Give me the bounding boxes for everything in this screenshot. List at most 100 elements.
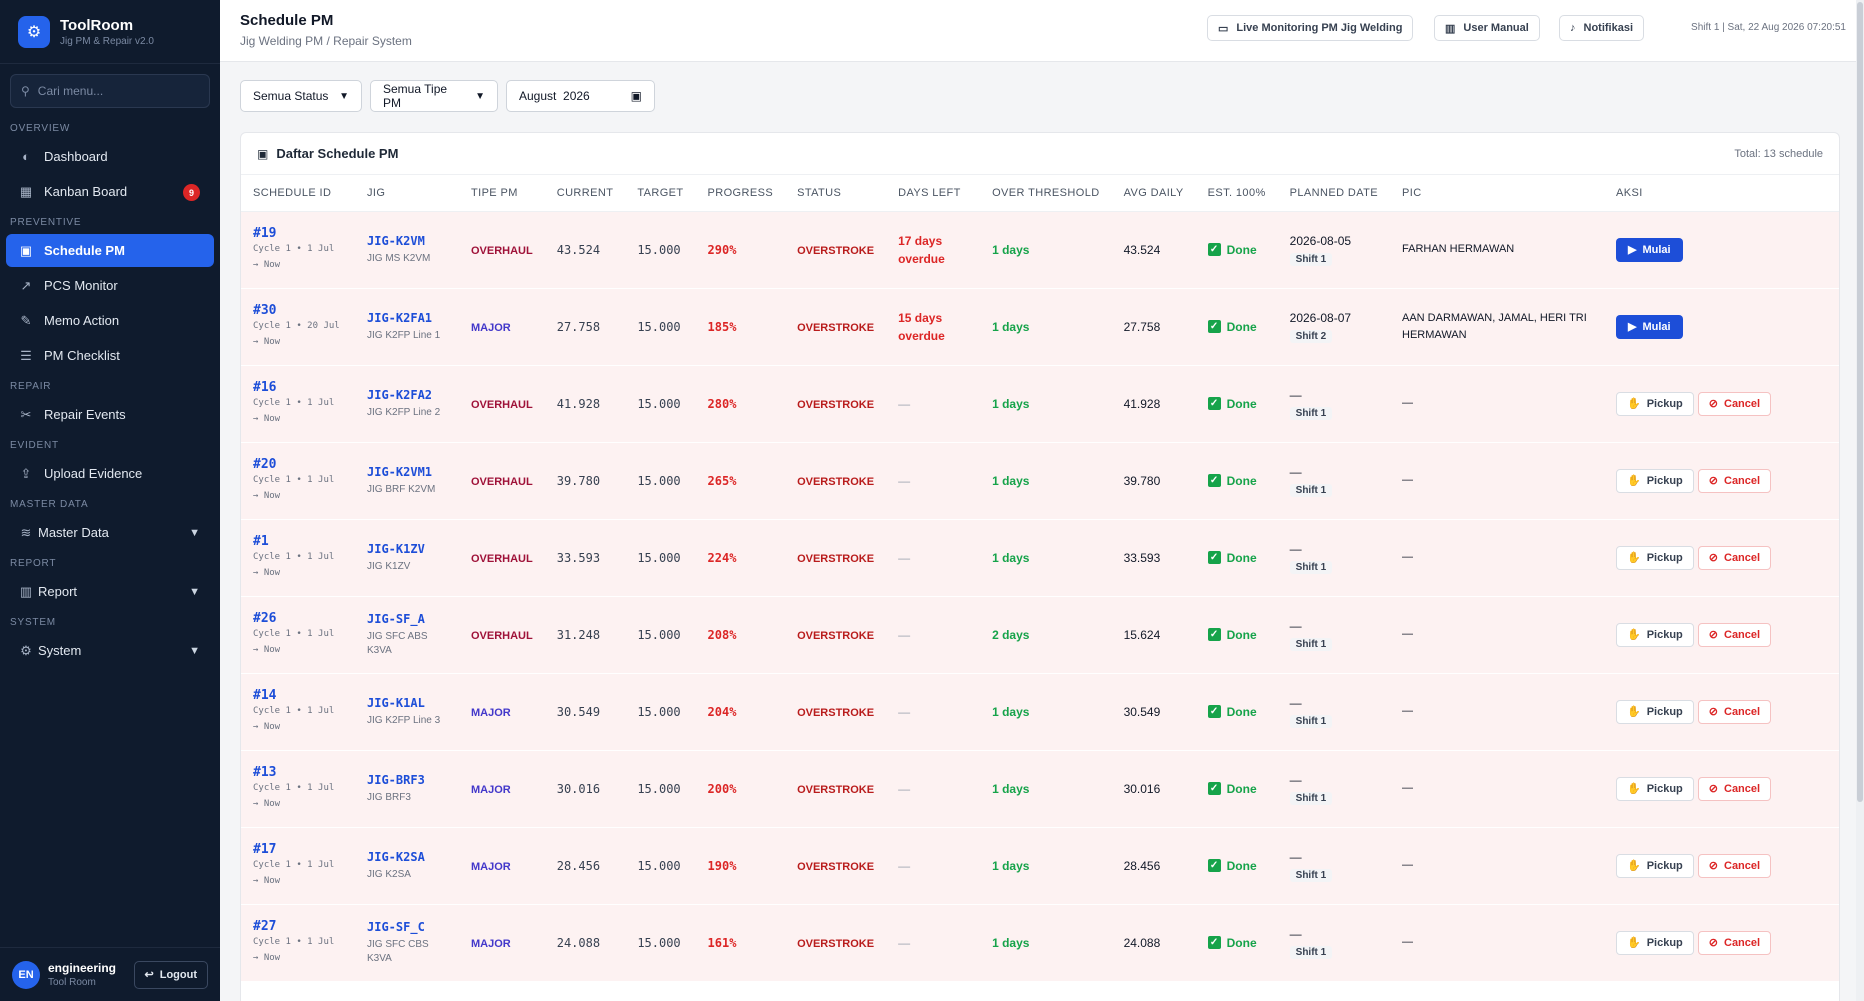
est-done-label: Done [1226, 704, 1257, 719]
pickup-button[interactable]: ✋ Pickup [1616, 776, 1694, 801]
sidebar-item-label: PM Checklist [44, 348, 120, 363]
cancel-button[interactable]: ⊘ Cancel [1697, 391, 1772, 416]
cancel-button[interactable]: ⊘ Cancel [1697, 930, 1772, 955]
days-left: 15 days overdue [898, 310, 945, 343]
mulai-button[interactable]: ▶ Mulai [1616, 314, 1683, 339]
mulai-button[interactable]: ▶ Mulai [1616, 237, 1683, 262]
cancel-button[interactable]: ⊘ Cancel [1697, 776, 1772, 801]
sidebar-item-dashboard[interactable]: ◐ Dashboard [6, 140, 214, 173]
over-threshold: 1 days [992, 396, 1030, 411]
check-icon: ✓ [1207, 551, 1221, 564]
schedule-total: Total: 13 schedule [1734, 147, 1823, 160]
avg-daily: 30.549 [1123, 704, 1161, 719]
schedule-id[interactable]: #14 [253, 688, 277, 703]
schedule-id[interactable]: #26 [253, 611, 277, 626]
action-cell: ✋ Pickup ⊘ Cancel [1604, 365, 1839, 443]
dashboard-icon: ◐ [22, 149, 30, 164]
jig-code[interactable]: JIG-SF_A [367, 611, 425, 626]
est-done: ✓ Done [1207, 320, 1266, 334]
tipe-filter-select[interactable]: Semua Tipe PM ▼ [370, 80, 498, 112]
ban-icon: ⊘ [1708, 706, 1718, 718]
cancel-button[interactable]: ⊘ Cancel [1697, 622, 1772, 647]
sidebar-item-memo-action[interactable]: ✎ Memo Action [6, 304, 214, 337]
jig-code[interactable]: JIG-SF_C [367, 919, 425, 934]
avg-daily: 27.758 [1123, 319, 1161, 334]
status-badge: OVERSTROKE [797, 321, 875, 334]
schedule-id[interactable]: #17 [253, 842, 277, 857]
section-repair: REPAIR [10, 381, 52, 392]
chevron-down-icon: ▼ [475, 90, 485, 102]
sidebar-item-pcs-monitor[interactable]: ↗ PCS Monitor [6, 269, 214, 302]
status-filter-select[interactable]: Semua Status ▼ [240, 80, 362, 112]
sidebar-item-pm-checklist[interactable]: ☰ PM Checklist [6, 339, 214, 372]
menu-search-input[interactable] [37, 84, 188, 98]
schedule-id[interactable]: #1 [253, 534, 269, 549]
column-header: DAYS LEFT [886, 175, 981, 212]
cancel-button[interactable]: ⊘ Cancel [1697, 699, 1772, 724]
status-badge: OVERSTROKE [797, 860, 875, 873]
notification-button[interactable]: ♪ Notifikasi [1559, 15, 1645, 41]
pickup-label: Pickup [1646, 397, 1683, 410]
schedule-id[interactable]: #16 [253, 380, 277, 395]
jig-code[interactable]: JIG-K2VM1 [367, 464, 433, 479]
sidebar-item-label: Dashboard [44, 149, 108, 164]
jig-code[interactable]: JIG-K2FA1 [367, 310, 433, 325]
gears-icon: ⚙ [18, 15, 50, 48]
shift-badge: Shift 1 [1289, 714, 1333, 728]
schedule-id[interactable]: #13 [253, 765, 277, 780]
sidebar-item-label: Upload Evidence [44, 466, 143, 481]
user-manual-button[interactable]: ▥ User Manual [1434, 15, 1540, 41]
table-header-row: SCHEDULE ID JIG TIPE PM CURRENT TARGET PROGRE… [241, 175, 1839, 212]
pickup-button[interactable]: ✋ Pickup [1616, 853, 1694, 878]
schedule-id[interactable]: #19 [253, 226, 277, 241]
cancel-button[interactable]: ⊘ Cancel [1697, 545, 1772, 570]
tipe-pm-badge: OVERHAUL [471, 552, 533, 565]
cancel-label: Cancel [1724, 782, 1761, 795]
menu-search[interactable]: ⚲ [10, 74, 210, 108]
est-done: ✓ Done [1207, 550, 1266, 565]
pickup-button[interactable]: ✋ Pickup [1616, 391, 1694, 416]
jig-code[interactable]: JIG-K2VM [367, 233, 425, 248]
page-scrollbar[interactable] [1856, 0, 1864, 1001]
pickup-button[interactable]: ✋ Pickup [1616, 545, 1694, 570]
memo-icon: ✎ [20, 312, 32, 328]
shift-badge: Shift 1 [1289, 945, 1333, 959]
sidebar-item-label: Repair Events [44, 407, 126, 422]
live-monitoring-button[interactable]: ▭ Live Monitoring PM Jig Welding [1207, 15, 1414, 41]
pickup-button[interactable]: ✋ Pickup [1616, 930, 1694, 955]
calendar-check-icon: ▣ [257, 146, 269, 161]
column-header: SCHEDULE ID [241, 175, 355, 212]
sidebar-item-system[interactable]: ⚙ System ▼ [6, 634, 214, 667]
logout-button[interactable]: ↩ Logout [133, 960, 208, 989]
schedule-id[interactable]: #27 [253, 919, 277, 934]
sidebar-item-kanban[interactable]: ▦ Kanban Board 9 [6, 175, 214, 208]
jig-code[interactable]: JIG-BRF3 [367, 772, 425, 787]
scrollbar-thumb[interactable] [1857, 2, 1863, 802]
chart-line-icon: ↗ [20, 277, 32, 293]
pickup-button[interactable]: ✋ Pickup [1616, 699, 1694, 724]
jig-code[interactable]: JIG-K1ZV [367, 541, 425, 556]
jig-code[interactable]: JIG-K2SA [367, 849, 425, 864]
schedule-id[interactable]: #20 [253, 457, 277, 472]
pickup-button[interactable]: ✋ Pickup [1616, 468, 1694, 493]
month-filter-input[interactable]: August 2026 ▣ [506, 80, 655, 112]
cancel-button[interactable]: ⊘ Cancel [1697, 468, 1772, 493]
est-done-label: Done [1226, 550, 1257, 565]
cancel-button[interactable]: ⊘ Cancel [1697, 853, 1772, 878]
tipe-pm-badge: MAJOR [471, 706, 511, 719]
pickup-button[interactable]: ✋ Pickup [1616, 622, 1694, 647]
ban-icon: ⊘ [1708, 475, 1718, 487]
jig-code[interactable]: JIG-K2FA2 [367, 387, 433, 402]
progress-value: 190% [707, 858, 737, 873]
sidebar-item-report[interactable]: ▥ Report ▼ [6, 575, 214, 608]
cycle-info: Cycle 1 • 1 Jul → Now [253, 629, 335, 655]
sidebar-item-schedule-pm[interactable]: ▣ Schedule PM [6, 234, 214, 267]
sidebar-item-upload-evidence[interactable]: ⇪ Upload Evidence [6, 457, 214, 490]
jig-code[interactable]: JIG-K1AL [367, 695, 425, 710]
avg-daily: 28.456 [1123, 858, 1161, 873]
sidebar-item-master-data[interactable]: ≋ Master Data ▼ [6, 516, 214, 549]
est-done: ✓ Done [1207, 782, 1266, 796]
sidebar-item-repair-events[interactable]: ✂ Repair Events [6, 398, 214, 431]
schedule-id[interactable]: #30 [253, 303, 277, 318]
est-done: ✓ Done [1207, 936, 1266, 950]
